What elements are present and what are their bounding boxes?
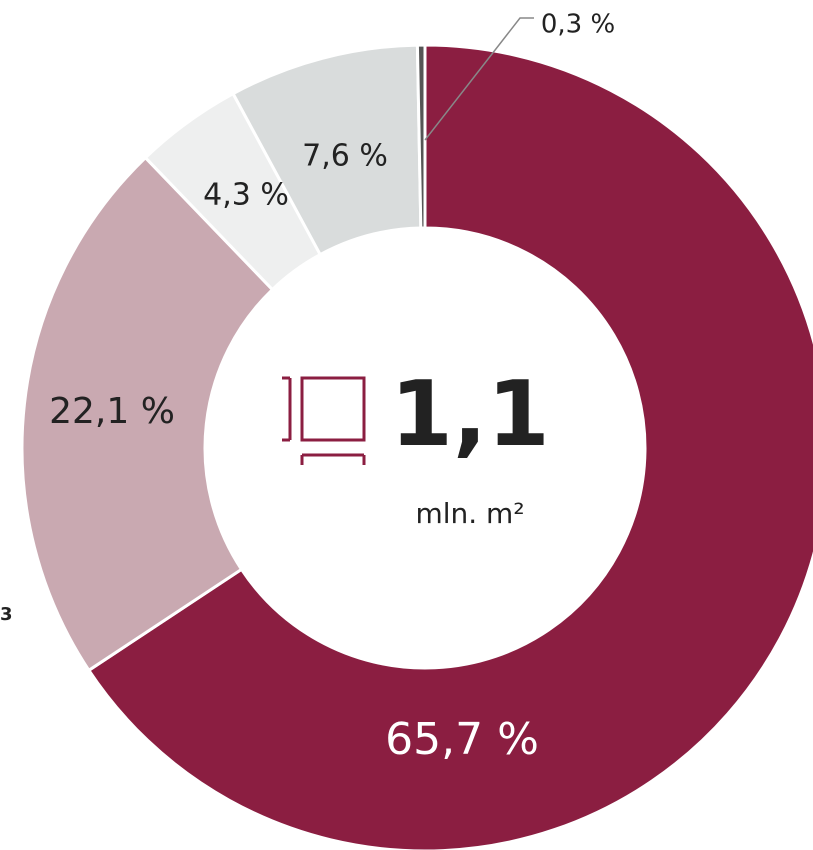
slice bbox=[415, 43, 427, 230]
slices bbox=[20, 43, 813, 850]
slice bbox=[86, 43, 813, 850]
slice-label: 4,3 % bbox=[203, 178, 289, 213]
slice-label: 22,1 % bbox=[49, 391, 175, 432]
center-unit: mln. m² bbox=[415, 497, 524, 530]
slice-label: 7,6 % bbox=[302, 139, 388, 174]
area-icon bbox=[282, 376, 366, 465]
slice bbox=[20, 155, 275, 673]
leader-line bbox=[424, 17, 534, 141]
center-value: 1,1 bbox=[390, 362, 549, 467]
slice-label: 65,7 % bbox=[385, 714, 539, 765]
side-text: 3 bbox=[0, 604, 13, 625]
slice-label: 0,3 % bbox=[541, 10, 615, 40]
